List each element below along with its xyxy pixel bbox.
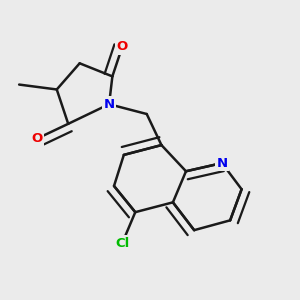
- Text: O: O: [32, 132, 43, 145]
- Text: Cl: Cl: [115, 237, 129, 250]
- Text: N: N: [216, 157, 227, 169]
- Text: N: N: [103, 98, 115, 111]
- Text: O: O: [117, 40, 128, 53]
